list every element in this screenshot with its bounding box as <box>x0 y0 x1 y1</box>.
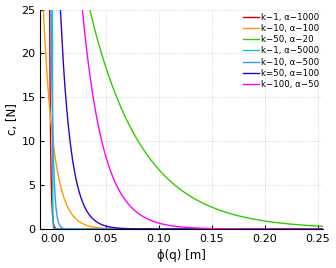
Line: k−1, α−5000: k−1, α−5000 <box>37 1 323 229</box>
k=50, α=100 <box>262 228 266 231</box>
k−1, α−1000 <box>217 228 221 231</box>
k=50, α=100 <box>217 228 221 231</box>
k−100, α−50 <box>49 0 53 2</box>
Line: k−50, α−20: k−50, α−20 <box>37 1 323 226</box>
k−1, α−1000 <box>139 228 143 231</box>
k−1, α−1000 <box>247 228 251 231</box>
k−1, α−5000 <box>49 0 53 2</box>
k−10, α−500 <box>204 228 208 231</box>
k−100, α−50 <box>262 227 266 230</box>
Line: k−10, α−100: k−10, α−100 <box>37 1 323 229</box>
k=50, α=100 <box>204 228 208 231</box>
k−1, α−5000 <box>35 0 39 2</box>
k−10, α−100 <box>35 0 39 2</box>
k−10, α−100 <box>321 228 325 231</box>
Line: k−1, α−1000: k−1, α−1000 <box>37 1 323 229</box>
k−1, α−1000 <box>35 0 39 2</box>
k−10, α−100 <box>262 228 266 231</box>
k=50, α=100 <box>49 0 53 2</box>
k−10, α−500 <box>49 48 53 51</box>
k−100, α−50 <box>247 227 251 230</box>
k−100, α−50 <box>321 228 325 231</box>
k−100, α−50 <box>217 227 221 230</box>
k−50, α−20 <box>262 219 266 222</box>
k−50, α−20 <box>35 0 39 2</box>
Line: k=50, α=100: k=50, α=100 <box>37 1 323 229</box>
k−10, α−100 <box>247 228 251 231</box>
k−10, α−500 <box>321 228 325 231</box>
k−10, α−100 <box>217 228 221 231</box>
k−1, α−5000 <box>217 228 221 231</box>
k=50, α=100 <box>321 228 325 231</box>
Line: k−10, α−500: k−10, α−500 <box>37 1 323 229</box>
k−1, α−5000 <box>321 228 325 231</box>
k−50, α−20 <box>204 203 208 206</box>
k−50, α−20 <box>247 217 251 220</box>
k−50, α−20 <box>217 208 221 211</box>
k−50, α−20 <box>49 0 53 2</box>
k−10, α−500 <box>139 228 143 231</box>
k−1, α−5000 <box>204 228 208 231</box>
k−1, α−5000 <box>262 228 266 231</box>
k−50, α−20 <box>321 225 325 228</box>
k−1, α−1000 <box>321 228 325 231</box>
k−1, α−1000 <box>262 228 266 231</box>
X-axis label: ϕ(q) [m]: ϕ(q) [m] <box>157 250 206 262</box>
k−1, α−1000 <box>204 228 208 231</box>
k−10, α−100 <box>204 228 208 231</box>
k−1, α−5000 <box>139 228 143 231</box>
k−10, α−500 <box>217 228 221 231</box>
k−10, α−500 <box>247 228 251 231</box>
k−10, α−100 <box>49 126 53 129</box>
Line: k−100, α−50: k−100, α−50 <box>37 1 323 229</box>
k−1, α−1000 <box>49 191 53 194</box>
k−10, α−100 <box>139 227 143 230</box>
k−10, α−500 <box>35 0 39 2</box>
Legend: k−1, α−1000, k−10, α−100, k−50, α−20, k−1, α−5000, k−10, α−500, k=50, α=100, k−1: k−1, α−1000, k−10, α−100, k−50, α−20, k−… <box>243 12 320 90</box>
k−1, α−5000 <box>247 228 251 231</box>
k−1, α−5000 <box>209 228 213 231</box>
k−100, α−50 <box>204 227 208 230</box>
Y-axis label: c, [N]: c, [N] <box>6 103 18 135</box>
k=50, α=100 <box>139 227 143 230</box>
k=50, α=100 <box>247 228 251 231</box>
k=50, α=100 <box>35 0 39 2</box>
k−100, α−50 <box>139 213 143 217</box>
k−100, α−50 <box>35 0 39 2</box>
k−10, α−500 <box>262 228 266 231</box>
k−50, α−20 <box>139 144 143 147</box>
